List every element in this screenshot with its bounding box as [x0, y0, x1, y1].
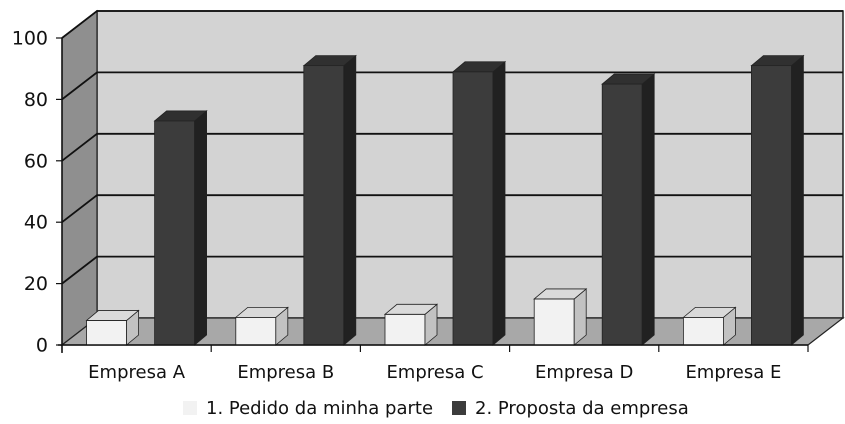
bar-front — [86, 320, 127, 346]
bar-1-1 — [85, 309, 140, 346]
bar-front — [452, 71, 494, 346]
bar-front — [533, 298, 575, 346]
bar-2-5 — [750, 54, 805, 346]
bar-side — [492, 60, 506, 346]
y-axis-ticks: 0 20 40 60 80 100 — [12, 28, 48, 357]
y-tick-label: 20 — [24, 273, 48, 295]
bar-1-3 — [383, 303, 439, 346]
bar-front — [303, 65, 345, 346]
bar-top — [451, 61, 507, 73]
gridline — [61, 255, 843, 285]
y-tick-label: 100 — [12, 28, 48, 50]
gridline — [61, 10, 843, 39]
legend-label-series-1: 1. Pedido da minha parte — [206, 398, 433, 419]
bar-side — [194, 110, 208, 346]
side-wall — [61, 9, 98, 347]
x-axis-labels: Empresa A Empresa B Empresa C Empresa D … — [88, 362, 781, 383]
x-category-label: Empresa B — [237, 362, 334, 383]
bar-top — [750, 55, 805, 67]
bar-front — [154, 120, 196, 346]
bar-front — [601, 83, 643, 346]
bars — [85, 54, 805, 346]
legend: 1. Pedido da minha parte 2. Proposta da … — [183, 398, 689, 419]
bar-1-2 — [234, 306, 289, 346]
y-tick-label: 60 — [24, 150, 48, 172]
y-tick-label: 0 — [36, 335, 48, 357]
x-category-label: Empresa A — [88, 362, 186, 383]
bar-top — [85, 310, 140, 321]
bar-top — [302, 55, 357, 67]
legend-label-series-2: 2. Proposta da empresa — [475, 398, 689, 419]
bar-front — [235, 316, 277, 346]
bar-top — [153, 110, 208, 122]
x-category-label: Empresa E — [685, 362, 781, 383]
y-tick-label: 40 — [24, 212, 48, 234]
bar-top — [383, 303, 439, 315]
bar-1-5 — [682, 306, 737, 346]
gridline — [61, 132, 843, 162]
x-category-label: Empresa D — [535, 362, 633, 383]
bar-front — [751, 65, 792, 346]
x-category-label: Empresa C — [386, 362, 483, 383]
bar-top — [601, 73, 656, 85]
legend-swatch-series-1 — [183, 401, 197, 415]
bar-2-1 — [153, 110, 208, 346]
gridline — [61, 71, 843, 101]
legend-swatch-series-2 — [452, 401, 466, 415]
bar-front — [683, 316, 724, 346]
bar-1-4 — [533, 288, 588, 346]
bar-front — [384, 313, 426, 346]
y-tick-label: 80 — [24, 89, 48, 111]
bar-top — [234, 306, 289, 318]
bar-side — [791, 54, 804, 346]
bar-top — [682, 306, 737, 318]
bar-2-3 — [451, 60, 507, 346]
gridlines — [61, 10, 843, 285]
axes — [56, 37, 809, 353]
bar-side — [641, 73, 655, 346]
bar-top — [533, 288, 588, 300]
bar-2-2 — [302, 54, 357, 346]
bar-side — [343, 54, 357, 346]
bar-2-4 — [601, 73, 656, 346]
gridline — [61, 194, 843, 223]
